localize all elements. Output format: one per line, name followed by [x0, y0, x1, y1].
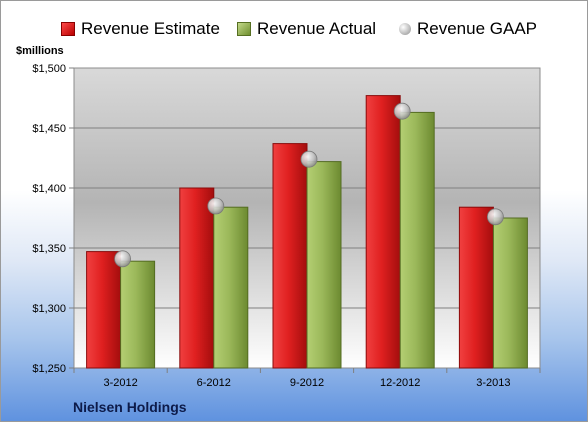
legend-item-actual: Revenue Actual — [237, 15, 376, 43]
legend: Revenue Estimate Revenue Actual Revenue … — [1, 15, 587, 43]
company-name: Nielsen Holdings — [73, 399, 187, 415]
bar-revenue-estimate — [272, 143, 308, 369]
y-axis-unit-label: $millions — [16, 45, 64, 57]
marker-revenue-gaap — [300, 150, 318, 168]
x-tick-label: 12-2012 — [380, 377, 420, 389]
x-tick-label: 3-2012 — [103, 377, 137, 389]
bar-revenue-estimate — [365, 95, 401, 369]
x-tick-label: 6-2012 — [197, 377, 231, 389]
y-tick-label: $1,250 — [32, 363, 66, 375]
y-axis: $1,250 $1,300 $1,350 $1,400 $1,450 $1,500 — [32, 63, 74, 375]
bar-revenue-estimate — [458, 206, 494, 369]
bar-revenue-actual — [120, 260, 156, 369]
y-tick-label: $1,300 — [32, 303, 66, 315]
legend-item-estimate: Revenue Estimate — [61, 15, 220, 43]
legend-label-estimate: Revenue Estimate — [81, 19, 220, 38]
legend-swatch-estimate — [61, 22, 75, 36]
legend-item-gaap: Revenue GAAP — [399, 15, 537, 43]
marker-revenue-gaap — [207, 197, 225, 215]
legend-label-gaap: Revenue GAAP — [417, 19, 538, 38]
marker-revenue-gaap — [393, 102, 411, 120]
y-tick-label: $1,500 — [32, 63, 66, 75]
legend-swatch-actual — [237, 22, 251, 36]
marker-revenue-gaap — [114, 250, 131, 268]
x-tick-label: 9-2012 — [290, 377, 324, 389]
marker-revenue-gaap — [486, 208, 504, 226]
bars — [86, 95, 528, 369]
y-tick-label: $1,400 — [32, 183, 66, 195]
bar-revenue-estimate — [86, 251, 122, 369]
legend-label-actual: Revenue Actual — [257, 19, 377, 38]
x-axis: 3-2012 6-2012 9-2012 12-2012 3-2013 — [73, 368, 541, 389]
y-tick-label: $1,450 — [32, 123, 66, 135]
bar-revenue-actual — [306, 161, 342, 369]
bar-revenue-estimate — [179, 187, 215, 369]
y-tick-label: $1,350 — [32, 243, 66, 255]
legend-swatch-gaap — [399, 23, 411, 35]
x-tick-label: 3-2013 — [476, 377, 510, 389]
bar-revenue-actual — [399, 111, 435, 369]
bar-revenue-actual — [213, 206, 249, 369]
bar-revenue-actual — [492, 217, 528, 369]
